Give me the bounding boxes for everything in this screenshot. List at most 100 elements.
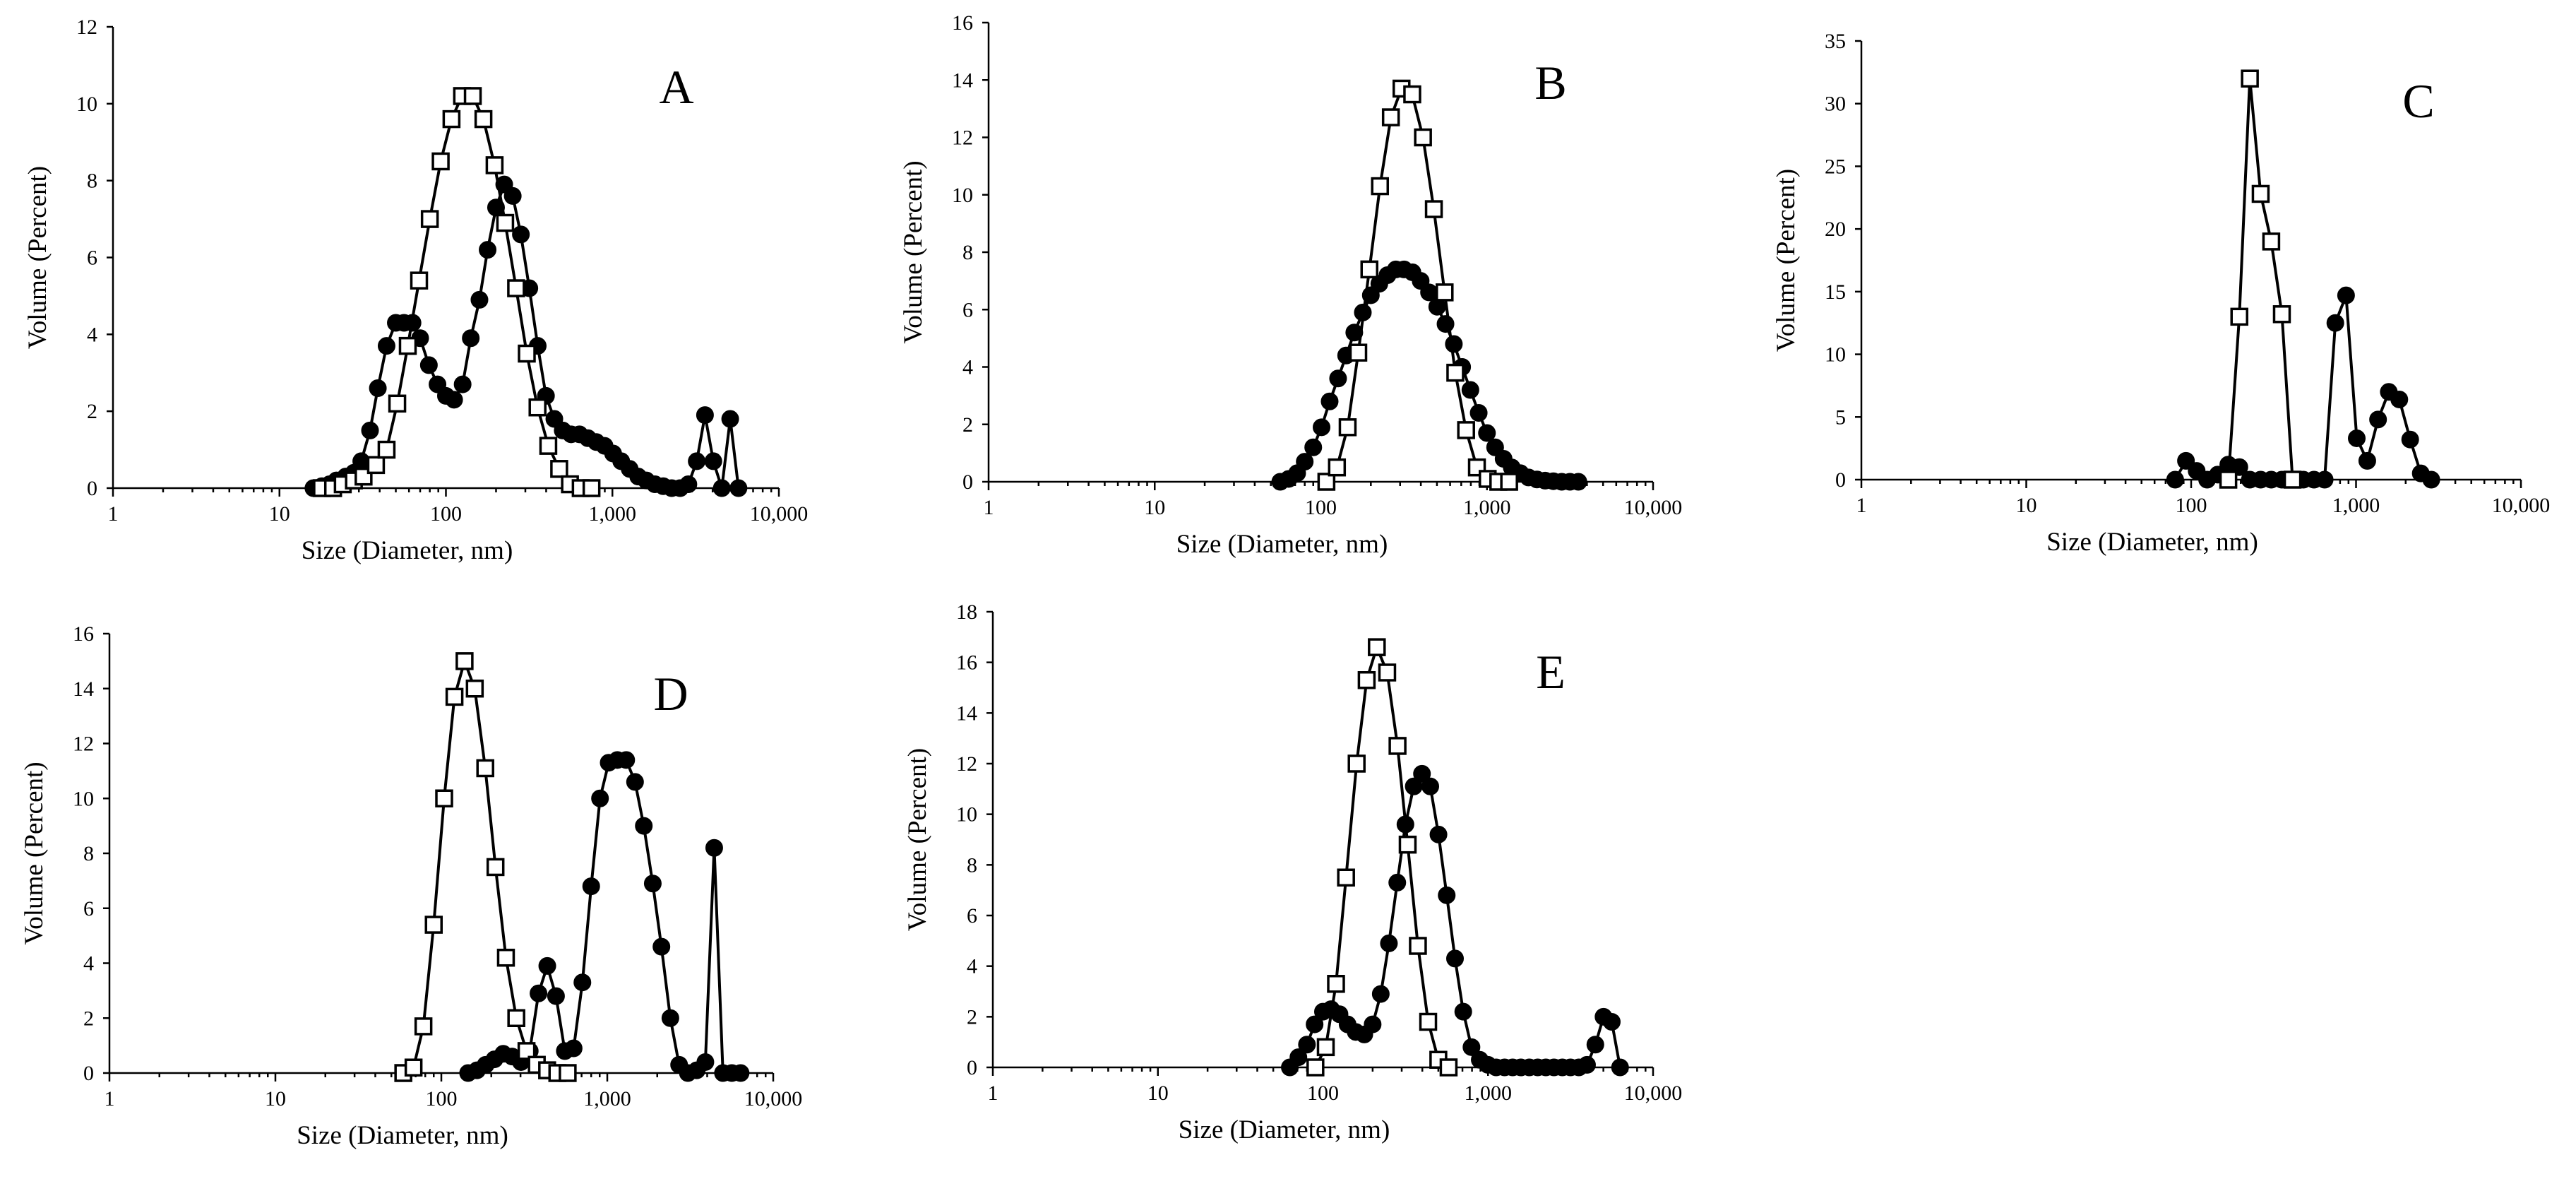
data-point-square — [517, 1042, 536, 1060]
data-point-circle — [635, 817, 653, 835]
y-axis-title: Volume (Percent) — [20, 762, 49, 944]
data-point-circle — [1371, 985, 1390, 1003]
data-point-circle — [688, 452, 706, 470]
series-filled-circles — [459, 751, 750, 1082]
data-point-square — [476, 759, 494, 778]
x-tick-label: 100 — [430, 502, 462, 526]
data-point-square — [474, 109, 493, 129]
x-tick-label: 1 — [105, 1087, 115, 1110]
data-point-square — [1338, 418, 1357, 437]
data-point-square — [377, 440, 396, 459]
data-point-square — [410, 271, 429, 290]
y-tick-label: 4 — [967, 955, 977, 978]
data-point-square — [496, 948, 515, 967]
x-axis-title: Size (Diameter, nm) — [1176, 530, 1388, 559]
y-tick-label: 25 — [1825, 155, 1846, 178]
y-tick-label: 4 — [962, 356, 973, 379]
data-point-circle — [1298, 1036, 1316, 1054]
data-point-square — [518, 344, 536, 363]
data-point-square — [1457, 421, 1475, 439]
x-tick-label: 1,000 — [2332, 494, 2380, 517]
y-tick-label: 35 — [1825, 30, 1846, 53]
x-tick-label: 100 — [2176, 494, 2207, 517]
y-tick-label: 14 — [956, 701, 977, 725]
data-point-circle — [547, 987, 565, 1005]
data-point-square — [1381, 108, 1400, 126]
y-tick-label: 12 — [73, 733, 94, 756]
x-tick-label: 1 — [108, 502, 119, 526]
data-point-square — [404, 1058, 423, 1077]
y-tick-label: 2 — [87, 400, 97, 423]
x-tick-label: 100 — [1305, 496, 1337, 519]
data-point-square — [1388, 737, 1407, 755]
data-point-circle — [2166, 470, 2184, 489]
data-point-circle — [1454, 1002, 1472, 1021]
data-point-square — [2251, 184, 2270, 203]
y-tick-label: 6 — [962, 298, 973, 321]
x-tick-label: 1 — [984, 496, 994, 519]
series-open-squares — [394, 652, 577, 1082]
y-tick-label: 0 — [87, 477, 97, 500]
panel-c: 0 5 10 15 20 25 30 35 1 10 100 1,000 10,000 Size (Dia… — [1772, 30, 2550, 557]
data-point-circle — [1306, 1015, 1324, 1033]
data-point-circle — [729, 479, 748, 497]
data-point-square — [445, 687, 464, 706]
series-line — [402, 656, 568, 1074]
data-point-square — [2241, 69, 2259, 88]
data-point-square — [507, 1009, 525, 1027]
series-filled-circles — [304, 175, 748, 497]
data-point-square — [1419, 1012, 1438, 1031]
y-tick-label: 2 — [962, 413, 973, 437]
panel-letter: D — [653, 667, 688, 721]
y-tick-label: 2 — [83, 1007, 94, 1030]
data-point-square — [485, 156, 504, 174]
y-tick-label: 12 — [956, 752, 977, 776]
x-tick-label: 100 — [426, 1087, 458, 1110]
y-tick-label: 6 — [967, 904, 977, 928]
data-point-circle — [696, 406, 714, 425]
y-axis-title: Volume (Percent) — [23, 166, 52, 349]
data-point-circle — [512, 225, 530, 244]
y-axis-title: Volume (Percent) — [899, 160, 928, 343]
y-tick-label: 10 — [952, 184, 973, 207]
data-point-circle — [1438, 886, 1456, 904]
data-point-square — [1414, 128, 1432, 147]
x-tick-label: 10 — [269, 502, 290, 526]
series-open-squares — [1317, 79, 1518, 491]
y-tick-label: 4 — [83, 952, 94, 976]
data-point-circle — [1446, 949, 1465, 968]
x-tick-label: 1 — [1856, 494, 1867, 517]
x-tick-label: 1 — [988, 1082, 998, 1105]
y-tick-label: 0 — [967, 1056, 977, 1079]
data-point-circle — [626, 773, 644, 791]
data-point-square — [1403, 85, 1421, 104]
data-point-square — [1347, 754, 1366, 773]
data-point-circle — [643, 875, 662, 893]
data-point-square — [2230, 307, 2248, 326]
data-point-circle — [704, 452, 722, 470]
data-point-circle — [479, 241, 497, 259]
series-open-squares — [2219, 69, 2302, 489]
y-tick-label: 8 — [967, 853, 977, 877]
panel-letter: A — [659, 60, 693, 114]
x-tick-label: 10,000 — [2492, 494, 2551, 517]
x-axis-title: Size (Diameter, nm) — [297, 1121, 508, 1150]
data-point-square — [366, 456, 386, 475]
data-point-square — [1439, 1058, 1458, 1077]
panel-letter: C — [2402, 74, 2434, 128]
data-point-circle — [1364, 1015, 1382, 1033]
data-point-circle — [1478, 424, 1496, 442]
y-tick-label: 4 — [87, 323, 97, 346]
panel-letter: E — [1536, 645, 1566, 699]
y-tick-label: 10 — [956, 803, 977, 827]
x-axis-title: Size (Diameter, nm) — [302, 536, 513, 565]
y-tick-label: 16 — [952, 11, 973, 35]
data-point-square — [1500, 473, 1518, 491]
data-point-circle — [470, 290, 489, 309]
data-point-square — [528, 398, 547, 417]
data-point-circle — [1380, 934, 1398, 952]
data-point-square — [431, 152, 450, 171]
data-point-square — [1316, 1038, 1335, 1057]
x-tick-label: 10 — [1144, 496, 1165, 519]
